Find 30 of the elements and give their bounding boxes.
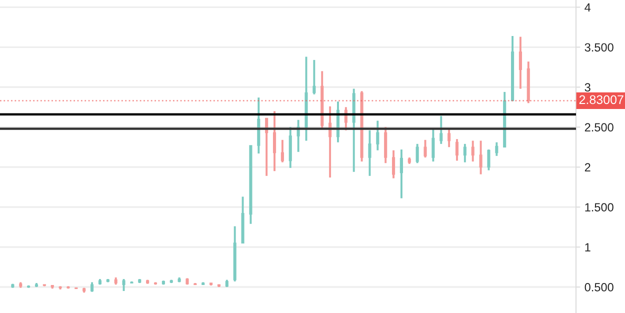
candlestick <box>280 138 284 164</box>
candlestick <box>400 148 403 200</box>
candlestick <box>392 149 396 180</box>
candlestick <box>432 128 435 162</box>
candlestick <box>440 114 443 145</box>
candlestick <box>368 129 372 177</box>
candlestick <box>455 138 459 162</box>
candlestick <box>479 140 482 176</box>
candlestick <box>448 128 451 148</box>
candlestick <box>416 142 419 164</box>
ref-line-label: 2.83007 <box>579 95 624 104</box>
candlestick <box>312 58 316 96</box>
y-tick-label: 2.500 <box>584 123 614 132</box>
candlestick <box>471 140 474 162</box>
candlestick <box>376 120 380 152</box>
candlestick <box>487 148 490 172</box>
candlestick <box>122 278 126 292</box>
y-tick-label: 3 <box>584 83 590 92</box>
y-tick-label: 2 <box>584 163 590 172</box>
candlestick <box>90 281 94 293</box>
y-tick-label: 4 <box>584 3 591 12</box>
candlestick <box>495 141 498 157</box>
candlestick <box>463 142 466 164</box>
candlestick <box>272 110 276 172</box>
y-tick-label: 1.500 <box>585 203 614 212</box>
y-tick-label: 0.500 <box>584 283 614 292</box>
y-tick-label: 3.500 <box>584 43 614 52</box>
candlestick <box>424 138 427 158</box>
y-tick-label: 1 <box>585 243 590 252</box>
candlestick <box>518 36 522 90</box>
